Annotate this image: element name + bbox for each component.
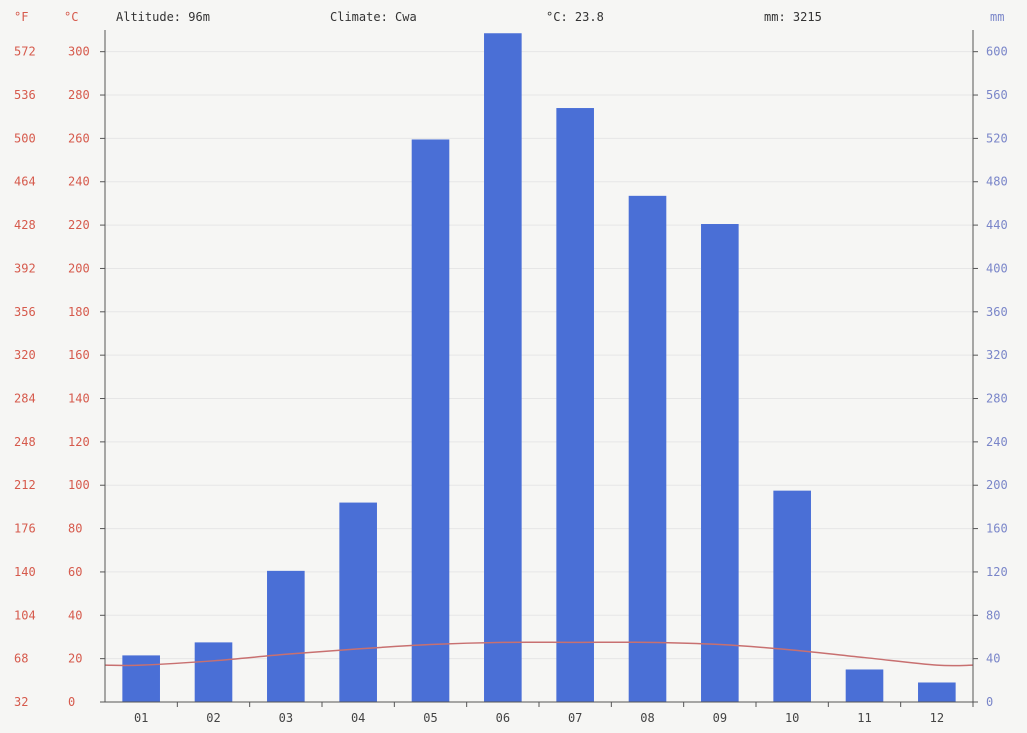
month-label: 12 bbox=[930, 711, 944, 725]
total-precipitation-label: mm: 3215 bbox=[764, 10, 822, 24]
month-label: 03 bbox=[279, 711, 293, 725]
celsius-tick-label: 100 bbox=[68, 478, 90, 492]
fahrenheit-tick-label: 32 bbox=[14, 695, 28, 709]
precipitation-tick-label: 320 bbox=[986, 348, 1008, 362]
celsius-tick-label: 300 bbox=[68, 45, 90, 59]
celsius-tick-label: 180 bbox=[68, 305, 90, 319]
celsius-tick-label: 40 bbox=[68, 608, 82, 622]
month-label: 07 bbox=[568, 711, 582, 725]
fahrenheit-tick-label: 212 bbox=[14, 478, 36, 492]
precipitation-bar bbox=[411, 139, 450, 703]
fahrenheit-tick-label: 500 bbox=[14, 131, 36, 145]
month-label: 04 bbox=[351, 711, 365, 725]
precipitation-tick-label: 480 bbox=[986, 175, 1008, 189]
precipitation-tick-label: 80 bbox=[986, 608, 1000, 622]
fahrenheit-tick-label: 176 bbox=[14, 522, 36, 536]
precipitation-tick-label: 400 bbox=[986, 261, 1008, 275]
fahrenheit-tick-label: 536 bbox=[14, 88, 36, 102]
fahrenheit-tick-label: 248 bbox=[14, 435, 36, 449]
fahrenheit-tick-label: 104 bbox=[14, 608, 36, 622]
celsius-unit: °C bbox=[64, 10, 78, 24]
tick-labels: 0322068401046014080176100212120248140284… bbox=[14, 45, 1008, 725]
precipitation-tick-label: 440 bbox=[986, 218, 1008, 232]
celsius-tick-label: 0 bbox=[68, 695, 75, 709]
month-label: 06 bbox=[496, 711, 510, 725]
precipitation-tick-label: 160 bbox=[986, 522, 1008, 536]
celsius-tick-label: 240 bbox=[68, 175, 90, 189]
precipitation-tick-label: 240 bbox=[986, 435, 1008, 449]
precipitation-tick-label: 280 bbox=[986, 392, 1008, 406]
month-label: 08 bbox=[640, 711, 654, 725]
celsius-tick-label: 280 bbox=[68, 88, 90, 102]
celsius-tick-label: 80 bbox=[68, 522, 82, 536]
month-label: 02 bbox=[206, 711, 220, 725]
precipitation-bar bbox=[556, 108, 594, 703]
fahrenheit-tick-label: 320 bbox=[14, 348, 36, 362]
grid-lines bbox=[105, 51, 973, 660]
celsius-tick-label: 120 bbox=[68, 435, 90, 449]
precipitation-tick-label: 200 bbox=[986, 478, 1008, 492]
celsius-tick-label: 60 bbox=[68, 565, 82, 579]
precipitation-bar bbox=[628, 195, 667, 702]
precipitation-tick-label: 120 bbox=[986, 565, 1008, 579]
precipitation-bar bbox=[484, 33, 522, 703]
chart-header: °F °C Altitude: 96m Climate: Cwa °C: 23.… bbox=[14, 10, 1004, 24]
axes bbox=[104, 30, 974, 703]
millimeter-unit: mm bbox=[990, 10, 1004, 24]
fahrenheit-tick-label: 428 bbox=[14, 218, 36, 232]
precipitation-bar bbox=[267, 570, 305, 702]
celsius-tick-label: 260 bbox=[68, 131, 90, 145]
fahrenheit-tick-label: 284 bbox=[14, 392, 36, 406]
precipitation-tick-label: 520 bbox=[986, 131, 1008, 145]
month-label: 01 bbox=[134, 711, 148, 725]
precipitation-bar bbox=[194, 642, 233, 702]
precipitation-tick-label: 360 bbox=[986, 305, 1008, 319]
precipitation-tick-label: 0 bbox=[986, 695, 993, 709]
month-label: 10 bbox=[785, 711, 799, 725]
fahrenheit-tick-label: 68 bbox=[14, 652, 28, 666]
temperature-curve bbox=[104, 641, 974, 667]
precipitation-bar bbox=[845, 669, 884, 702]
celsius-tick-label: 220 bbox=[68, 218, 90, 232]
temperature-line bbox=[104, 641, 974, 667]
precipitation-bars bbox=[122, 33, 956, 703]
precipitation-tick-label: 40 bbox=[986, 652, 1000, 666]
precipitation-tick-label: 600 bbox=[986, 45, 1008, 59]
fahrenheit-tick-label: 572 bbox=[14, 45, 36, 59]
celsius-tick-label: 140 bbox=[68, 392, 90, 406]
precipitation-bar bbox=[918, 682, 956, 702]
precipitation-bar bbox=[701, 224, 739, 702]
celsius-tick-label: 160 bbox=[68, 348, 90, 362]
celsius-tick-label: 200 bbox=[68, 261, 90, 275]
altitude-label: Altitude: 96m bbox=[116, 10, 210, 24]
fahrenheit-unit: °F bbox=[14, 10, 28, 24]
precipitation-bar bbox=[122, 655, 160, 702]
fahrenheit-tick-label: 464 bbox=[14, 175, 36, 189]
fahrenheit-tick-label: 140 bbox=[14, 565, 36, 579]
mean-temperature-label: °C: 23.8 bbox=[546, 10, 604, 24]
fahrenheit-tick-label: 356 bbox=[14, 305, 36, 319]
climate-label: Climate: Cwa bbox=[330, 10, 417, 24]
celsius-tick-label: 20 bbox=[68, 652, 82, 666]
month-label: 05 bbox=[423, 711, 437, 725]
precipitation-bar bbox=[773, 490, 811, 702]
precipitation-bar bbox=[339, 502, 377, 702]
fahrenheit-tick-label: 392 bbox=[14, 261, 36, 275]
month-label: 11 bbox=[857, 711, 871, 725]
precipitation-tick-label: 560 bbox=[986, 88, 1008, 102]
month-label: 09 bbox=[713, 711, 727, 725]
